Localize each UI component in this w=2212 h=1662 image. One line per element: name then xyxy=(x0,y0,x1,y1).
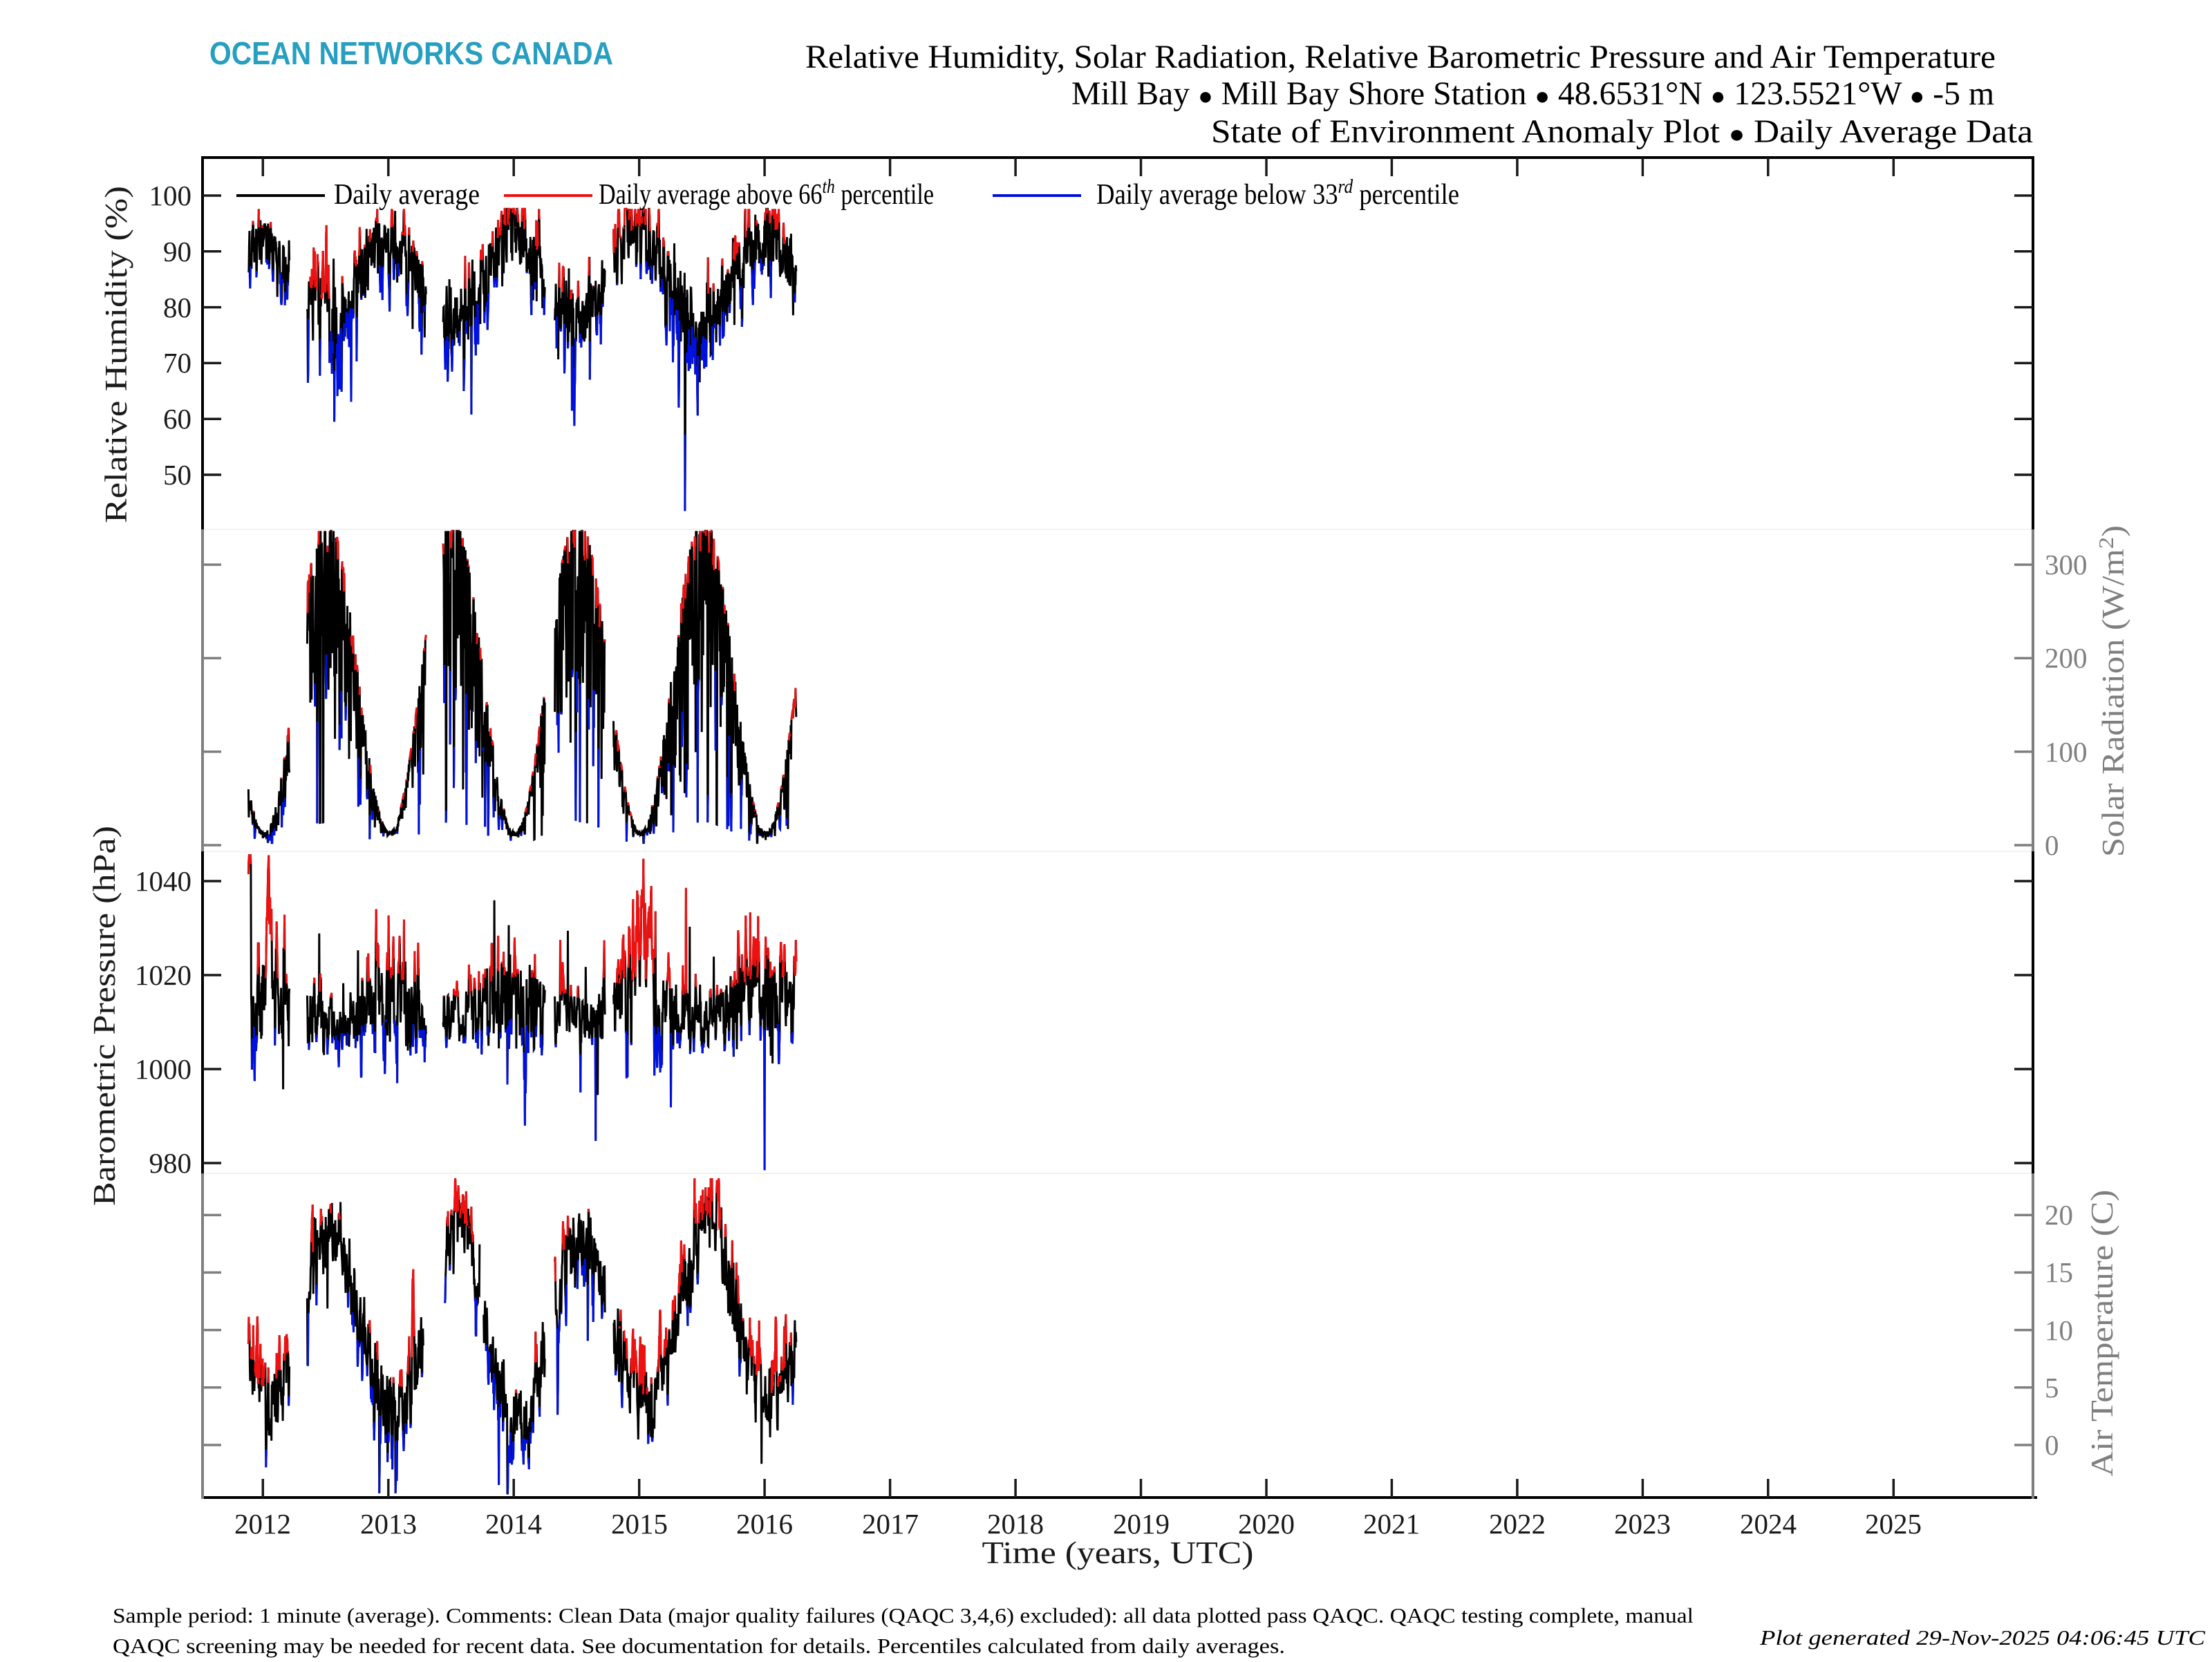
svg-text:0: 0 xyxy=(2045,1429,2059,1461)
svg-text:Mill Bay ● Mill Bay Shore Stat: Mill Bay ● Mill Bay Shore Station ● 48.6… xyxy=(1071,75,1994,112)
svg-text:2024: 2024 xyxy=(1740,1508,1797,1540)
svg-text:Daily average: Daily average xyxy=(334,179,480,211)
svg-text:Plot generated 29-Nov-2025 04:: Plot generated 29-Nov-2025 04:06:45 UTC xyxy=(1759,1625,2206,1650)
svg-text:0: 0 xyxy=(2045,829,2059,861)
svg-text:200: 200 xyxy=(2045,642,2088,674)
svg-text:60: 60 xyxy=(163,403,191,435)
svg-text:90: 90 xyxy=(163,236,191,267)
svg-text:QAQC screening may be needed f: QAQC screening may be needed for recent … xyxy=(113,1634,1285,1658)
svg-text:Time (years, UTC): Time (years, UTC) xyxy=(982,1536,1254,1570)
svg-text:2022: 2022 xyxy=(1489,1508,1546,1540)
svg-text:2016: 2016 xyxy=(736,1508,793,1540)
svg-text:980: 980 xyxy=(149,1147,192,1179)
svg-text:Relative Humidity, Solar Radia: Relative Humidity, Solar Radiation, Rela… xyxy=(805,39,1996,75)
svg-text:2021: 2021 xyxy=(1363,1508,1420,1540)
svg-text:2025: 2025 xyxy=(1865,1508,1922,1540)
svg-text:Barometric Pressure (hPa): Barometric Pressure (hPa) xyxy=(87,826,122,1206)
svg-text:1000: 1000 xyxy=(135,1053,191,1085)
svg-text:100: 100 xyxy=(2045,736,2088,768)
svg-text:OCEAN NETWORKS CANADA: OCEAN NETWORKS CANADA xyxy=(209,35,613,71)
svg-text:70: 70 xyxy=(163,347,191,379)
svg-text:20: 20 xyxy=(2045,1199,2073,1231)
svg-text:2017: 2017 xyxy=(862,1508,919,1540)
svg-text:5: 5 xyxy=(2045,1372,2059,1404)
svg-text:Daily average below 33rd perce: Daily average below 33rd percentile xyxy=(1096,176,1459,211)
svg-text:State of Environment Anomaly P: State of Environment Anomaly Plot ● Dail… xyxy=(1211,113,2033,150)
svg-text:2014: 2014 xyxy=(485,1508,542,1540)
svg-text:2019: 2019 xyxy=(1113,1508,1170,1540)
svg-text:Air Temperature (C): Air Temperature (C) xyxy=(2085,1190,2119,1477)
svg-text:50: 50 xyxy=(163,459,191,491)
svg-text:2020: 2020 xyxy=(1238,1508,1295,1540)
svg-text:2023: 2023 xyxy=(1614,1508,1671,1540)
svg-text:1040: 1040 xyxy=(135,865,191,897)
svg-text:1020: 1020 xyxy=(135,959,191,991)
svg-text:Solar Radiation (W/m2): Solar Radiation (W/m2) xyxy=(2094,525,2130,857)
svg-text:Sample period: 1 minute (avera: Sample period: 1 minute (average). Comme… xyxy=(113,1603,1694,1627)
svg-text:Relative Humidity (%): Relative Humidity (%) xyxy=(99,186,133,523)
svg-text:2012: 2012 xyxy=(234,1508,291,1540)
svg-text:300: 300 xyxy=(2045,549,2088,580)
svg-text:10: 10 xyxy=(2045,1314,2073,1346)
svg-text:2015: 2015 xyxy=(611,1508,668,1540)
svg-text:2013: 2013 xyxy=(360,1508,417,1540)
svg-text:2018: 2018 xyxy=(987,1508,1044,1540)
svg-text:15: 15 xyxy=(2045,1256,2073,1288)
svg-text:100: 100 xyxy=(149,180,192,211)
svg-text:Daily average above 66th perce: Daily average above 66th percentile xyxy=(599,176,934,211)
svg-text:80: 80 xyxy=(163,292,191,323)
